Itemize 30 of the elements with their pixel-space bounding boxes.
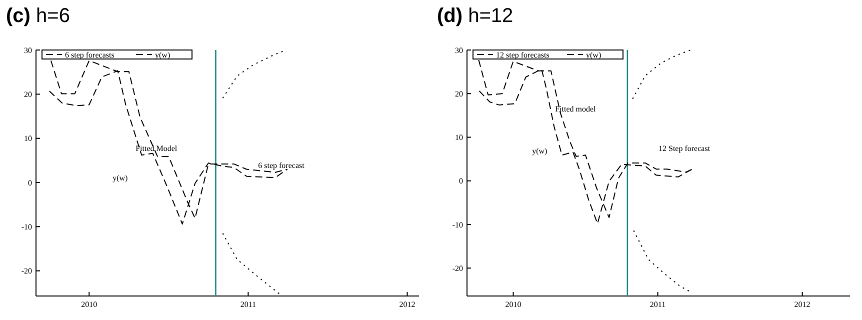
x-tick-label: 2010 bbox=[81, 300, 98, 309]
legend-label: 6 step forecasts bbox=[65, 50, 114, 60]
y-tick-label: 10 bbox=[455, 133, 463, 142]
annotation: 12 Step forecast bbox=[658, 144, 711, 153]
y-tick-label: 0 bbox=[28, 178, 32, 188]
chart-title: (c) h=6 bbox=[6, 5, 70, 27]
x-tick-label: 2011 bbox=[650, 300, 666, 309]
annotation: y(w) bbox=[112, 173, 128, 182]
chart-title: (d) h=12 bbox=[437, 5, 514, 27]
y-tick-label: 20 bbox=[24, 90, 32, 99]
y-tick-label: 20 bbox=[455, 89, 463, 98]
x-tick-label: 2012 bbox=[399, 300, 416, 309]
legend-label: y(w) bbox=[155, 50, 170, 60]
y-tick-label: 30 bbox=[24, 46, 32, 55]
y-tick-label: 0 bbox=[459, 176, 463, 186]
y-tick-label: -10 bbox=[21, 222, 32, 232]
annotation: 6 step forecast bbox=[258, 161, 306, 170]
x-tick-label: 2011 bbox=[240, 300, 256, 309]
y-tick-label: 10 bbox=[24, 134, 32, 144]
x-tick-label: 2012 bbox=[794, 300, 810, 309]
annotation: Fitted Model bbox=[136, 144, 178, 153]
y-tick-label: -20 bbox=[21, 266, 32, 276]
annotation: Fitted model bbox=[555, 104, 597, 114]
y-tick-label: 30 bbox=[455, 46, 463, 55]
y-tick-label: -10 bbox=[452, 220, 463, 230]
annotation: y(w) bbox=[532, 146, 548, 156]
legend-label: 12 step forecasts bbox=[496, 50, 550, 60]
legend-label: y(w) bbox=[586, 50, 602, 60]
y-tick-label: -20 bbox=[452, 264, 463, 273]
x-tick-label: 2010 bbox=[505, 300, 522, 309]
